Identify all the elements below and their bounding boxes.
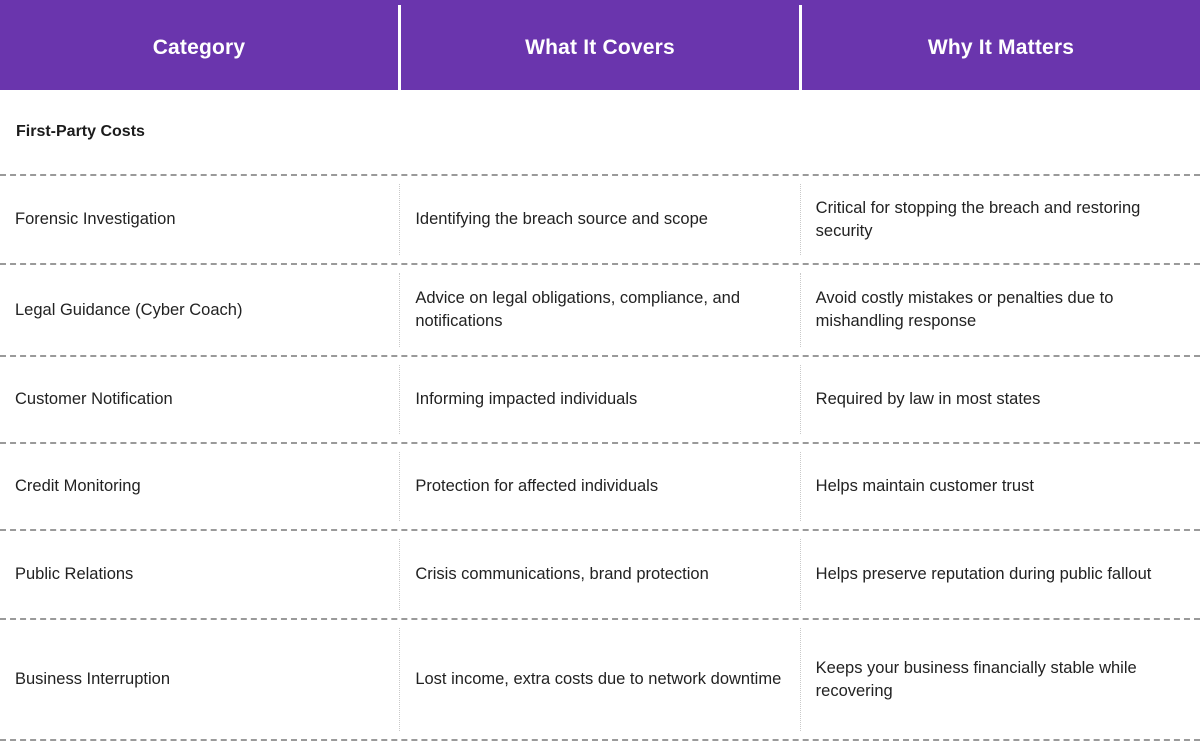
cell-covers: Crisis communications, brand protection bbox=[415, 565, 709, 583]
column-divider bbox=[399, 184, 401, 255]
table-row: Customer Notification Informing impacted… bbox=[0, 357, 1200, 444]
column-divider bbox=[799, 184, 801, 255]
column-divider bbox=[799, 452, 801, 521]
cell-matters: Required by law in most states bbox=[815, 390, 1041, 408]
header-what-it-covers: What It Covers bbox=[525, 35, 675, 59]
cell-covers: Lost income, extra costs due to network … bbox=[415, 670, 782, 688]
column-divider bbox=[399, 365, 401, 434]
column-divider bbox=[399, 273, 401, 347]
table-row: Legal Guidance (Cyber Coach) Advice on l… bbox=[0, 265, 1200, 357]
column-divider bbox=[399, 452, 401, 521]
column-divider bbox=[799, 539, 801, 610]
cell-category: Credit Monitoring bbox=[15, 477, 141, 495]
cell-covers: Protection for affected individuals bbox=[415, 477, 659, 495]
cell-covers: Identifying the breach source and scope bbox=[415, 210, 708, 228]
cell-matters: Helps preserve reputation during public … bbox=[815, 565, 1152, 583]
header-divider bbox=[398, 5, 401, 90]
table-row: Credit Monitoring Protection for affecte… bbox=[0, 444, 1200, 531]
header-why-it-matters: Why It Matters bbox=[927, 35, 1075, 59]
cell-category: Customer Notification bbox=[15, 390, 173, 408]
table-row: Public Relations Crisis communications, … bbox=[0, 531, 1200, 620]
cell-covers: Advice on legal obligations, compliance,… bbox=[415, 289, 741, 330]
header-divider bbox=[799, 5, 802, 90]
cell-matters: Critical for stopping the breach and res… bbox=[815, 198, 1141, 240]
cell-matters: Helps maintain customer trust bbox=[815, 477, 1034, 495]
section-title: First-Party Costs bbox=[0, 90, 1200, 176]
cell-matters: Keeps your business financially stable w… bbox=[815, 658, 1137, 700]
cell-category: Public Relations bbox=[15, 565, 134, 583]
header-category: Category bbox=[152, 35, 246, 59]
cell-matters: Avoid costly mistakes or penalties due t… bbox=[815, 289, 1114, 330]
column-divider bbox=[799, 628, 801, 731]
cell-covers: Informing impacted individuals bbox=[415, 390, 638, 408]
column-divider bbox=[799, 273, 801, 347]
table-row: Forensic Investigation Identifying the b… bbox=[0, 176, 1200, 265]
cell-category: Forensic Investigation bbox=[15, 210, 176, 228]
cell-category: Business Interruption bbox=[15, 670, 171, 688]
column-divider bbox=[399, 628, 401, 731]
column-divider bbox=[799, 365, 801, 434]
cell-category: Legal Guidance (Cyber Coach) bbox=[15, 300, 243, 319]
table-header: Category What It Covers Why It Matters bbox=[0, 0, 1200, 90]
column-divider bbox=[399, 539, 401, 610]
table-row: Business Interruption Lost income, extra… bbox=[0, 620, 1200, 741]
